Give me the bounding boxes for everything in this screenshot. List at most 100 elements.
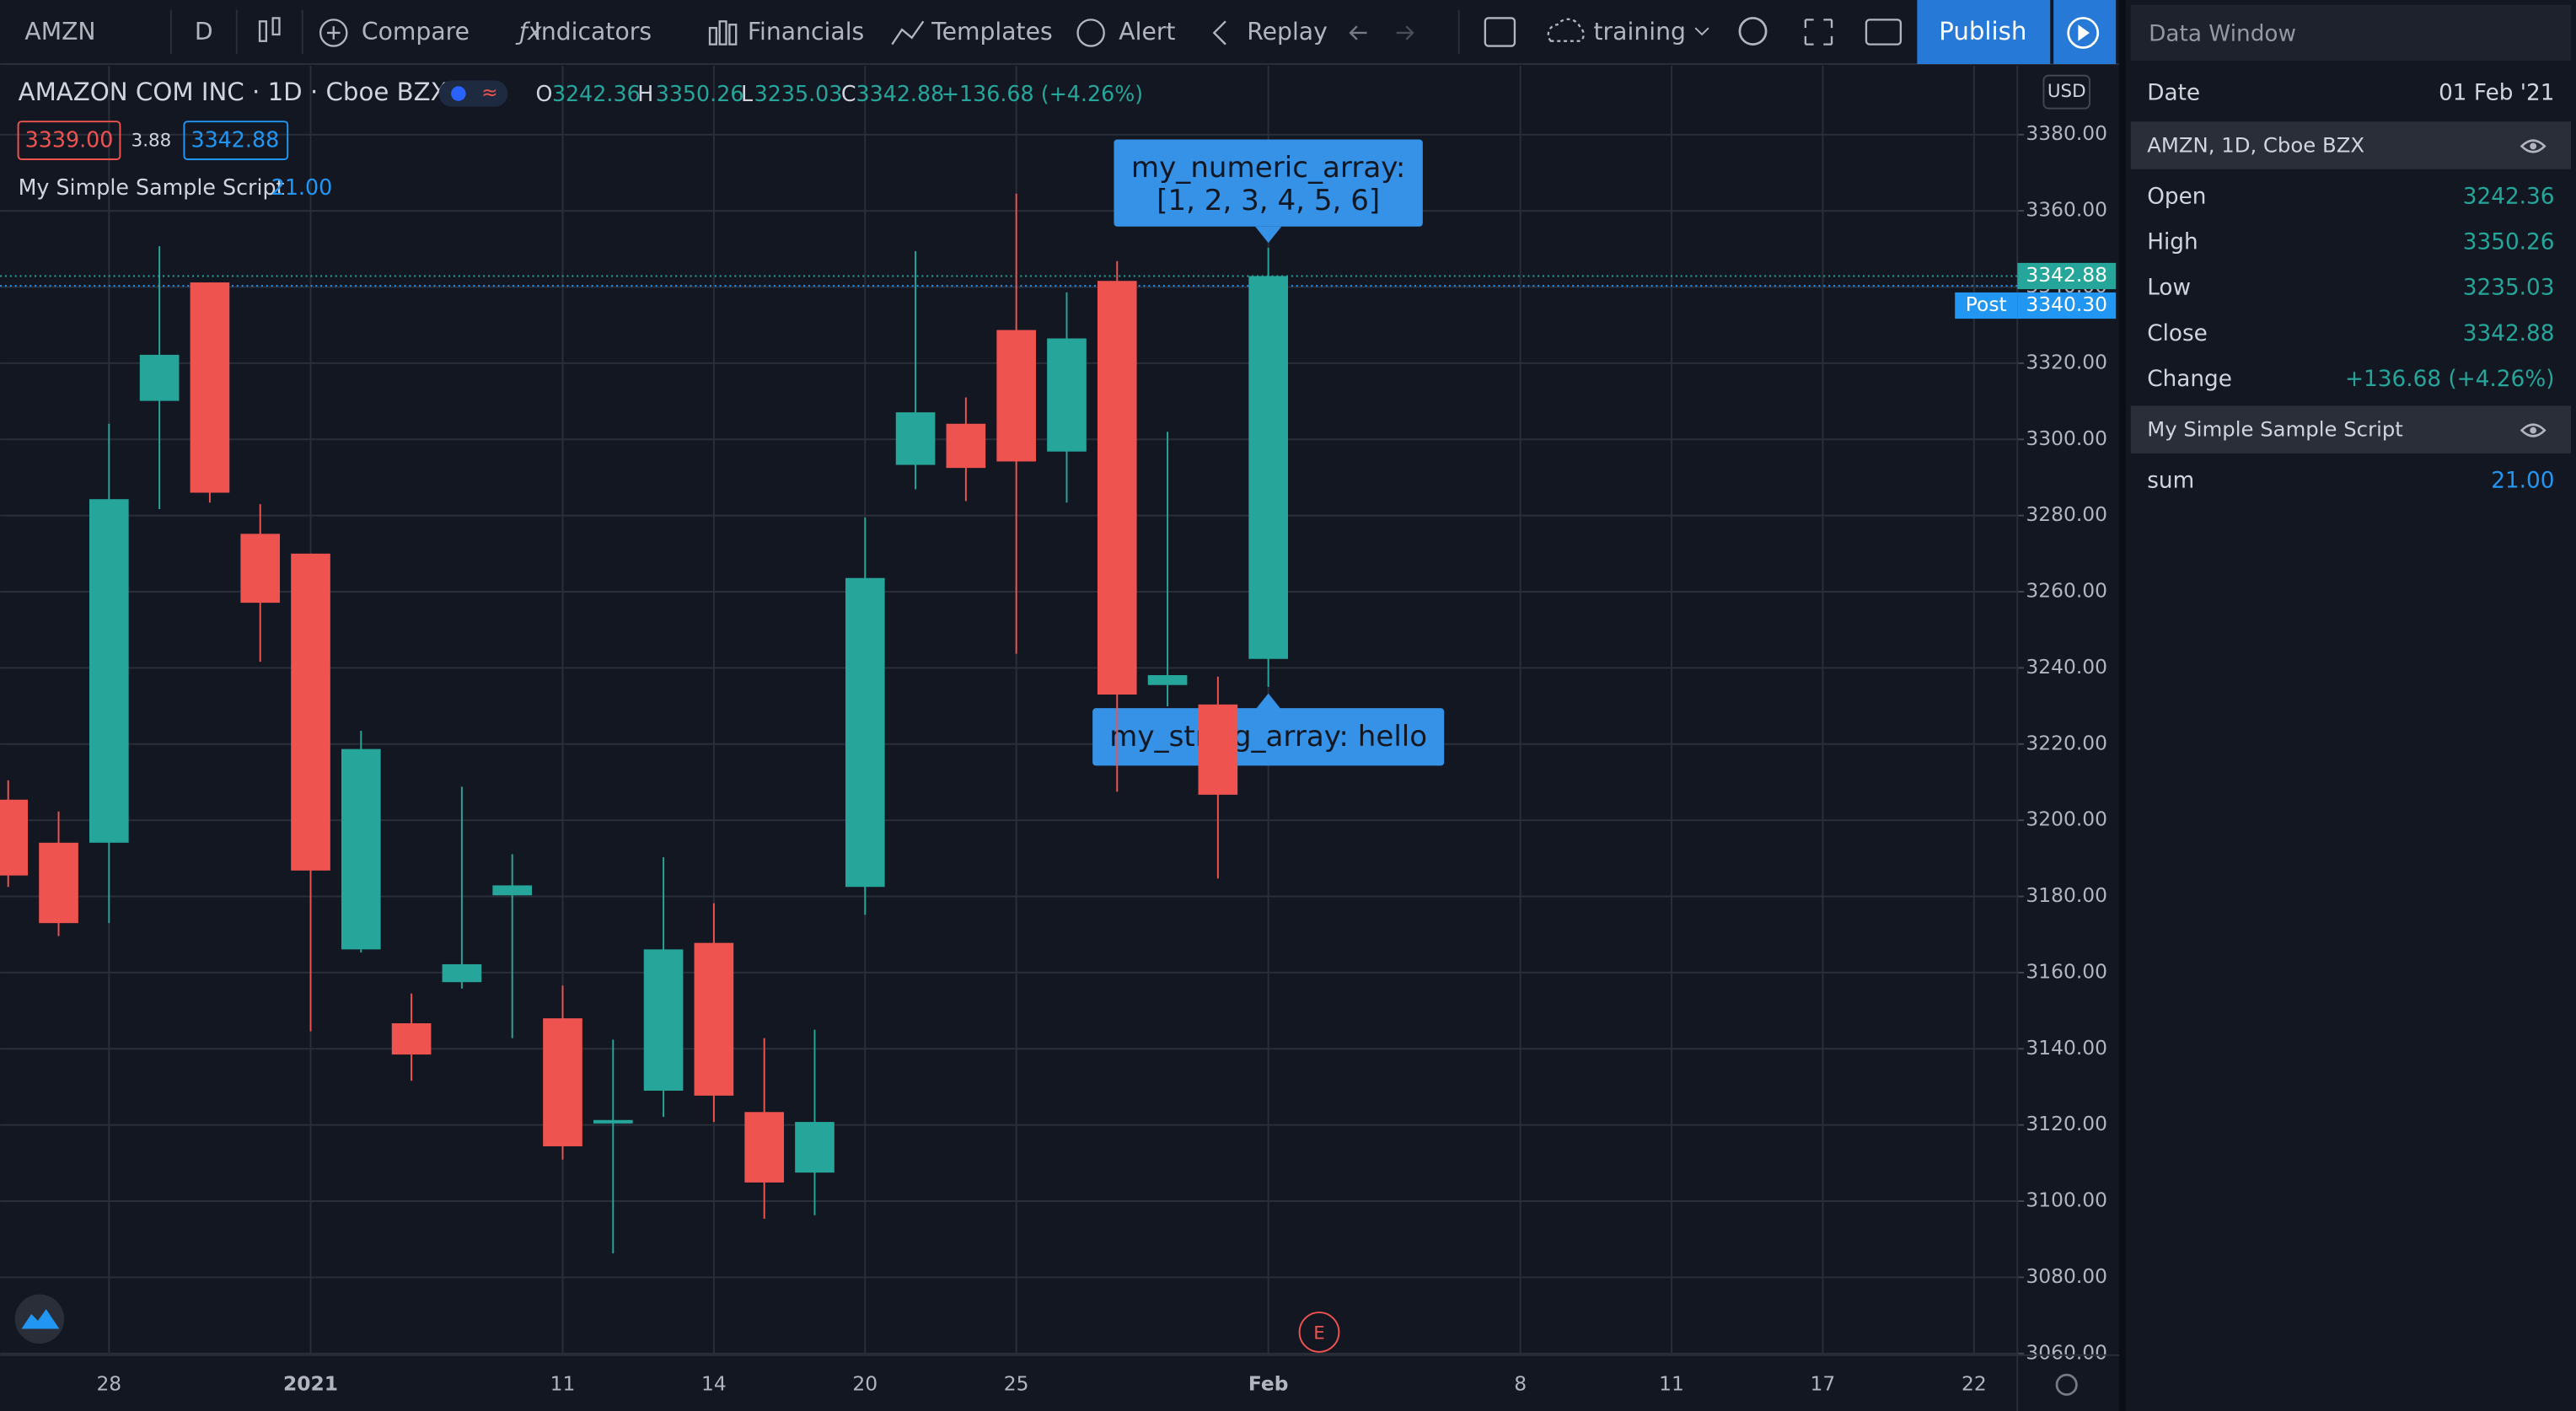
cloud-icon — [1547, 18, 1585, 42]
earnings-label[interactable]: E — [1313, 1322, 1325, 1344]
candle-body — [240, 534, 281, 604]
row-value: 21.00 — [2491, 468, 2554, 493]
candle-body — [643, 949, 684, 1091]
y-tick-label: 3060.00 — [2026, 1340, 2107, 1364]
settings[interactable] — [1738, 17, 1768, 46]
y-tick-label: 3280.00 — [2026, 502, 2107, 526]
interval[interactable]: D — [195, 18, 213, 46]
replay-icon[interactable] — [1212, 20, 1226, 46]
currency: USD — [2047, 81, 2086, 102]
candle-body — [593, 1119, 633, 1124]
x-tick-label: 25 — [1004, 1371, 1029, 1395]
candle-body — [1248, 276, 1288, 659]
symbol[interactable]: AMZN — [24, 18, 95, 46]
axis-settings[interactable] — [2055, 1373, 2078, 1396]
y-tick-label: 3120.00 — [2026, 1112, 2107, 1135]
candle-body — [139, 354, 180, 401]
toolbar-item[interactable]: Financials — [748, 18, 864, 46]
annotation-text: my_string_array: hello — [1109, 720, 1427, 754]
templates-icon[interactable] — [891, 20, 925, 46]
y-tick-label: 3220.00 — [2026, 731, 2107, 754]
snapshot[interactable] — [1865, 19, 1902, 46]
ohlc-key: O — [535, 81, 552, 106]
ask-box[interactable] — [183, 121, 289, 161]
toolbar — [0, 0, 2123, 65]
x-tick-label: 2021 — [283, 1371, 338, 1395]
toolbar-item[interactable]: Compare — [362, 18, 470, 46]
currency-box[interactable] — [2042, 74, 2090, 110]
candle-body — [1147, 674, 1188, 685]
toolbar-item[interactable]: Replay — [1247, 18, 1328, 46]
candle-body — [89, 499, 129, 843]
candle-body — [190, 282, 230, 493]
post-label: Post — [1966, 292, 2007, 316]
change: +136.68 (+4.26%) — [942, 81, 1143, 106]
spread: 3.88 — [131, 131, 172, 152]
candle-body — [1047, 338, 1087, 452]
bid-box[interactable] — [17, 121, 121, 161]
candle-body — [845, 577, 885, 888]
layout-name[interactable]: training — [1593, 18, 1685, 46]
toolbar-item[interactable]: Templates — [931, 18, 1053, 46]
bid[interactable]: 3339.00 — [25, 127, 114, 153]
visibility-icon[interactable] — [2520, 423, 2546, 437]
row-value: +136.68 (+4.26%) — [2345, 367, 2555, 392]
toolbar-item[interactable]: Indicators — [534, 18, 652, 46]
last-price-label: 3342.88 — [2026, 263, 2107, 287]
visibility-pupil[interactable] — [2530, 142, 2537, 150]
x-tick-label: 8 — [1514, 1371, 1527, 1395]
indicators-icon[interactable]: ƒx — [515, 18, 542, 46]
y-tick-label: 3380.00 — [2026, 121, 2107, 145]
ask[interactable]: 3342.88 — [191, 127, 279, 153]
annotation-pointer — [1255, 693, 1282, 711]
row-label: High — [2147, 230, 2198, 255]
toolbar-item[interactable]: Alert — [1119, 18, 1175, 46]
play-triangle — [2078, 24, 2090, 41]
ohlc-value: 3242.36 — [552, 81, 641, 106]
publish-button[interactable] — [1917, 0, 2051, 65]
x-tick-label: 28 — [96, 1371, 121, 1395]
publish-label[interactable]: Publish — [1939, 17, 2026, 46]
script-name[interactable]: My Simple Sample Script — [19, 174, 285, 200]
y-tick-label: 3180.00 — [2026, 883, 2107, 907]
row-value: 3342.88 — [2463, 321, 2555, 346]
candle-body — [895, 412, 936, 465]
candle-body — [291, 553, 330, 871]
data-problem: ≈ — [481, 81, 498, 105]
fullscreen[interactable] — [1804, 19, 1833, 46]
chart-type-icon[interactable] — [258, 17, 281, 42]
alert-icon[interactable] — [1076, 19, 1105, 47]
candle-body — [1198, 704, 1238, 795]
candle-body — [442, 963, 482, 983]
legend-title: AMAZON COM INC · 1D · Cboe BZX — [19, 78, 448, 106]
x-tick-label: 11 — [1659, 1371, 1684, 1395]
script-value: 21.00 — [271, 174, 333, 200]
play-icon — [2067, 17, 2100, 49]
visibility-pupil[interactable] — [2530, 427, 2537, 434]
data-window-header — [2130, 4, 2571, 62]
y-tick-label: 3200.00 — [2026, 807, 2107, 831]
ohlc-value: 3235.03 — [754, 81, 843, 106]
redo[interactable] — [1396, 25, 1414, 40]
x-tick-label: 11 — [550, 1371, 576, 1395]
financials-icon[interactable] — [708, 20, 738, 46]
data-window-title: Data Window — [2149, 21, 2296, 46]
annotation-box — [1092, 708, 1445, 766]
candle-body — [39, 842, 78, 924]
earnings-marker[interactable] — [1298, 1312, 1340, 1353]
layout-icon[interactable] — [1484, 17, 1516, 47]
ohlc-key: C — [841, 81, 856, 106]
undo[interactable] — [1349, 25, 1367, 40]
candle-body — [543, 1018, 582, 1146]
logo-mark — [21, 1309, 60, 1329]
ohlc-key: L — [741, 81, 753, 106]
dropdown[interactable] — [1694, 27, 1709, 36]
post-price-box — [2017, 292, 2117, 319]
compare-icon[interactable] — [319, 19, 348, 47]
y-tick-label: 3080.00 — [2026, 1264, 2107, 1288]
candle-body — [0, 799, 29, 876]
post-label-box — [1955, 292, 2018, 319]
y-tick-label: 3140.00 — [2026, 1036, 2107, 1060]
visibility-icon[interactable] — [2520, 139, 2546, 153]
